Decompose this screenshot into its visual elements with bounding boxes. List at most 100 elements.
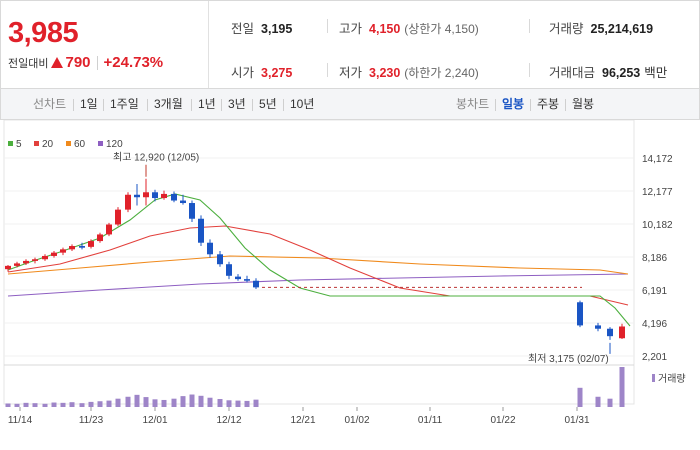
period-1w[interactable]: 1주일 — [110, 97, 139, 111]
candlestick-chart: 5 20 60 120 14,172 12,177 10,182 8,186 6,191 4,19… — [3, 120, 686, 426]
volume-bar — [217, 399, 223, 407]
period-3y[interactable]: 3년 — [228, 97, 246, 111]
stat-open: 시가 3,275 — [231, 62, 292, 81]
volume-bar — [180, 396, 186, 407]
period-5y[interactable]: 5년 — [259, 97, 277, 111]
y-tick-label: 4,196 — [642, 319, 667, 330]
volume-bar — [171, 398, 177, 407]
candle-daily[interactable]: 일봉 — [502, 97, 525, 111]
legend-label-1: 20 — [42, 139, 54, 150]
volume-bar — [14, 403, 20, 407]
stat-value: 25,214,619 — [590, 22, 654, 36]
stat-label: 거래대금 — [549, 66, 596, 80]
volume-bar — [106, 400, 112, 407]
up-triangle-icon — [51, 56, 64, 68]
volume-bar — [42, 403, 48, 407]
candle-body — [217, 254, 223, 265]
stock-chart: 5 20 60 120 14,172 12,177 10,182 8,186 6,191 4,19… — [0, 120, 700, 450]
legend-label-0: 5 — [16, 139, 22, 150]
x-tick-label: 11/14 — [8, 415, 33, 426]
candle-body — [51, 252, 57, 256]
x-tick-label: 01/31 — [564, 415, 589, 426]
stat-label: 거래량 — [549, 22, 584, 36]
candle-body — [23, 260, 29, 264]
volume-legend-swatch — [652, 374, 655, 382]
volume-bar — [595, 396, 601, 407]
period-1y[interactable]: 1년 — [198, 97, 216, 111]
candle-body — [14, 263, 20, 266]
period-3m[interactable]: 3개월 — [154, 97, 183, 111]
period-10y[interactable]: 10년 — [290, 97, 315, 111]
low-annotation: 최저 3,175 (02/07) — [528, 353, 609, 365]
candle-body — [619, 326, 625, 339]
volume-bar — [134, 394, 140, 407]
volume-bar — [79, 403, 85, 407]
volume-label: 거래량 — [658, 373, 686, 385]
candle-body — [235, 276, 241, 280]
candle-body — [595, 325, 601, 329]
legend-label-2: 60 — [74, 139, 86, 150]
stat-label: 고가 — [339, 22, 363, 36]
volume-bar — [88, 401, 94, 407]
stat-volume: 거래량 25,214,619 — [549, 18, 653, 37]
x-tick-label: 11/23 — [79, 415, 104, 426]
divider — [73, 99, 74, 111]
plot-frame — [3, 120, 635, 405]
y-tick-label: 12,177 — [642, 187, 673, 198]
volume-bar — [253, 399, 259, 407]
candle-body — [577, 302, 583, 326]
volume-bar — [226, 400, 232, 407]
y-tick-label: 6,191 — [642, 286, 667, 297]
candle-body — [180, 200, 186, 204]
divider — [530, 99, 531, 111]
candle-monthly[interactable]: 월봉 — [572, 97, 595, 111]
candle-body — [106, 224, 112, 235]
legend-swatch-1 — [34, 141, 39, 146]
stat-value: 4,150 — [369, 22, 401, 36]
volume-bar — [235, 400, 241, 407]
candle-body — [5, 265, 11, 270]
volume-bar — [115, 398, 121, 407]
period-1d[interactable]: 1일 — [80, 97, 98, 111]
candle-body — [226, 264, 232, 276]
volume-bar — [619, 367, 625, 407]
y-tick-label: 14,172 — [642, 154, 673, 165]
volume-bar — [60, 402, 66, 407]
legend-label-3: 120 — [106, 139, 123, 150]
stat-label: 저가 — [339, 66, 363, 80]
ma60-line — [7, 255, 629, 275]
candle-body — [125, 194, 131, 210]
stat-value: 3,195 — [261, 22, 293, 36]
divider — [565, 99, 566, 111]
stat-value: 3,230 — [369, 66, 401, 80]
divider — [191, 99, 192, 111]
candle-body — [607, 328, 613, 337]
stat-label: 전일 — [231, 22, 255, 36]
candle-body — [79, 246, 85, 248]
legend-swatch-2 — [66, 141, 71, 146]
candle-body — [69, 246, 75, 250]
x-tick-label: 01/22 — [490, 415, 515, 426]
ma5-line — [7, 193, 631, 327]
x-tick-label: 12/21 — [290, 415, 315, 426]
candle-weekly[interactable]: 주봉 — [537, 97, 560, 111]
change-row: 전일대비 790 +24.73% — [8, 54, 163, 71]
stat-label: 시가 — [231, 66, 255, 80]
divider — [495, 99, 496, 111]
candle-body — [198, 218, 204, 243]
candle-body — [253, 280, 259, 288]
line-chart-label: 선차트 — [33, 97, 67, 111]
x-tick-label: 01/02 — [344, 415, 369, 426]
candle-body — [161, 193, 167, 199]
candle-body — [207, 242, 213, 255]
divider — [103, 99, 104, 111]
divider — [221, 99, 222, 111]
change-label: 전일대비 — [8, 57, 49, 70]
candle-body — [143, 192, 149, 198]
volume-bar — [5, 403, 11, 407]
volume-bar — [161, 399, 167, 407]
divider — [529, 19, 530, 33]
current-price: 3,985 — [8, 17, 79, 49]
chart-toolbar: 선차트 1일 1주일 3개월 1년 3년 5년 10년 봉차트 일봉 주봉 월봉 — [0, 88, 700, 120]
divider — [529, 63, 530, 77]
